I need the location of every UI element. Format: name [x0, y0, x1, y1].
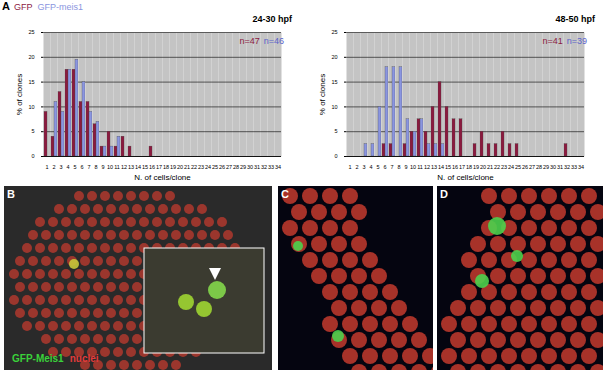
svg-text:20: 20	[28, 54, 34, 60]
svg-text:16: 16	[149, 164, 155, 170]
svg-text:10: 10	[331, 104, 337, 110]
html-text:24-30 hpf: 24-30 hpf	[252, 14, 292, 24]
html-text:A GFP: A GFP	[2, 0, 33, 12]
svg-text:27: 27	[226, 164, 232, 170]
svg-text:25: 25	[515, 164, 521, 170]
svg-text:0: 0	[31, 153, 34, 159]
svg-text:9: 9	[404, 164, 407, 170]
svg-text:17: 17	[156, 164, 162, 170]
svg-text:33: 33	[571, 164, 577, 170]
html-text:nuclei: nuclei	[69, 353, 99, 364]
svg-text:30: 30	[550, 164, 556, 170]
svg-text:23: 23	[198, 164, 204, 170]
svg-text:3: 3	[59, 164, 62, 170]
svg-text:7: 7	[390, 164, 393, 170]
svg-text:19: 19	[473, 164, 479, 170]
svg-text:15: 15	[28, 79, 34, 85]
svg-text:12: 12	[121, 164, 127, 170]
svg-text:31: 31	[254, 164, 260, 170]
svg-text:5: 5	[376, 164, 379, 170]
svg-text:2: 2	[52, 164, 55, 170]
svg-text:13: 13	[128, 164, 134, 170]
svg-text:1: 1	[348, 164, 351, 170]
svg-text:19: 19	[170, 164, 176, 170]
svg-text:26: 26	[522, 164, 528, 170]
svg-text:21: 21	[487, 164, 493, 170]
svg-text:5: 5	[334, 128, 337, 134]
svg-text:2: 2	[355, 164, 358, 170]
svg-text:11: 11	[417, 164, 423, 170]
html-text:D: D	[440, 188, 448, 200]
svg-text:18: 18	[163, 164, 169, 170]
svg-text:24: 24	[205, 164, 211, 170]
svg-text:26: 26	[219, 164, 225, 170]
svg-text:4: 4	[369, 164, 372, 170]
svg-text:8: 8	[94, 164, 97, 170]
svg-text:22: 22	[494, 164, 500, 170]
svg-text:34: 34	[578, 164, 584, 170]
svg-text:20: 20	[331, 54, 337, 60]
html-text:C: C	[281, 188, 289, 200]
html-text:n=47 n=46: n=47 n=46	[239, 36, 284, 46]
svg-text:17: 17	[459, 164, 465, 170]
svg-text:N. of cells/clone: N. of cells/clone	[134, 173, 191, 182]
svg-text:1: 1	[45, 164, 48, 170]
html-text:n=41 n=39: n=41 n=39	[542, 36, 587, 46]
svg-text:% of clones: % of clones	[318, 74, 327, 115]
svg-text:32: 32	[564, 164, 570, 170]
svg-text:6: 6	[383, 164, 386, 170]
svg-text:18: 18	[466, 164, 472, 170]
svg-text:30: 30	[247, 164, 253, 170]
svg-text:25: 25	[331, 29, 337, 35]
svg-text:12: 12	[424, 164, 430, 170]
svg-text:20: 20	[177, 164, 183, 170]
svg-text:28: 28	[536, 164, 542, 170]
svg-text:5: 5	[73, 164, 76, 170]
svg-text:20: 20	[480, 164, 486, 170]
svg-text:25: 25	[212, 164, 218, 170]
svg-text:15: 15	[331, 79, 337, 85]
svg-text:5: 5	[31, 128, 34, 134]
svg-text:6: 6	[80, 164, 83, 170]
svg-text:29: 29	[543, 164, 549, 170]
svg-text:N. of cells/clone: N. of cells/clone	[437, 173, 494, 182]
svg-text:14: 14	[438, 164, 444, 170]
svg-text:10: 10	[410, 164, 416, 170]
svg-text:33: 33	[268, 164, 274, 170]
svg-text:27: 27	[529, 164, 535, 170]
svg-text:15: 15	[142, 164, 148, 170]
svg-text:9: 9	[101, 164, 104, 170]
svg-text:0: 0	[334, 153, 337, 159]
svg-text:13: 13	[431, 164, 437, 170]
svg-text:23: 23	[501, 164, 507, 170]
html-text:B: B	[7, 188, 15, 200]
svg-text:16: 16	[452, 164, 458, 170]
svg-text:8: 8	[397, 164, 400, 170]
html-text:48-50 hpf: 48-50 hpf	[555, 14, 595, 24]
svg-text:24: 24	[508, 164, 514, 170]
svg-text:32: 32	[261, 164, 267, 170]
svg-text:14: 14	[135, 164, 141, 170]
svg-text:31: 31	[557, 164, 563, 170]
svg-text:10: 10	[28, 104, 34, 110]
svg-text:28: 28	[233, 164, 239, 170]
svg-text:34: 34	[275, 164, 281, 170]
svg-text:7: 7	[87, 164, 90, 170]
svg-text:4: 4	[66, 164, 69, 170]
svg-text:15: 15	[445, 164, 451, 170]
svg-text:25: 25	[28, 29, 34, 35]
svg-text:% of clones: % of clones	[15, 74, 24, 115]
svg-text:3: 3	[362, 164, 365, 170]
svg-text:10: 10	[107, 164, 113, 170]
html-text:GFP-Meis1: GFP-Meis1	[12, 353, 64, 364]
svg-text:21: 21	[184, 164, 190, 170]
svg-text:11: 11	[114, 164, 120, 170]
svg-text:22: 22	[191, 164, 197, 170]
svg-text:29: 29	[240, 164, 246, 170]
html-text:GFP-meis1: GFP-meis1	[37, 2, 83, 12]
